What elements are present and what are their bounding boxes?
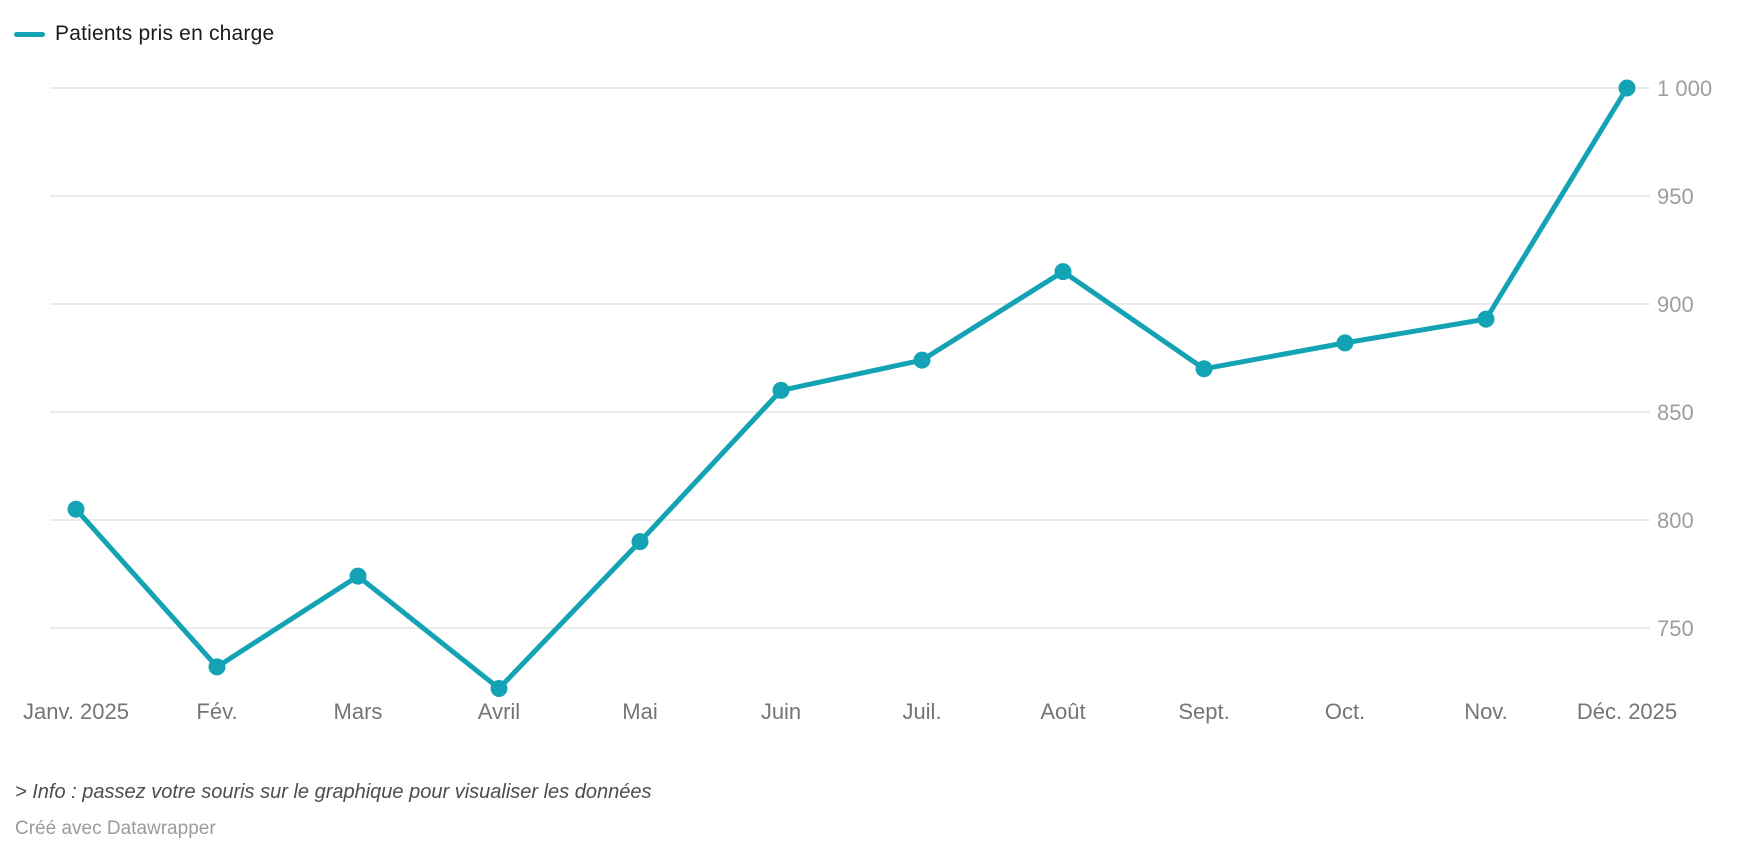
x-axis-tick-label: Déc. 2025 <box>1577 699 1677 724</box>
x-axis-tick-label: Avril <box>478 699 520 724</box>
data-point-mars[interactable] <box>349 567 367 585</box>
x-axis-tick-label: Mars <box>334 699 383 724</box>
y-axis-tick-label: 800 <box>1657 508 1694 533</box>
y-axis-tick-label: 750 <box>1657 616 1694 641</box>
data-point-déc2025[interactable] <box>1618 79 1636 97</box>
data-point-juil[interactable] <box>913 351 931 369</box>
hover-info-note: > Info : passez votre souris sur le grap… <box>15 781 652 803</box>
y-axis-tick-label: 850 <box>1657 400 1694 425</box>
x-axis-tick-label: Janv. 2025 <box>23 699 129 724</box>
x-axis-tick-label: Juil. <box>902 699 941 724</box>
x-axis-tick-label: Sept. <box>1178 699 1229 724</box>
datawrapper-credit: Créé avec Datawrapper <box>15 818 216 839</box>
data-point-janv2025[interactable] <box>67 500 85 518</box>
data-point-mai[interactable] <box>631 533 649 551</box>
data-point-juin[interactable] <box>772 381 790 399</box>
x-axis-tick-label: Mai <box>622 699 657 724</box>
y-axis-tick-label: 950 <box>1657 184 1694 209</box>
x-axis-tick-label: Juin <box>761 699 801 724</box>
x-axis-tick-label: Oct. <box>1325 699 1365 724</box>
data-point-fév[interactable] <box>208 658 226 676</box>
x-axis-tick-label: Août <box>1040 699 1085 724</box>
y-axis-tick-label: 900 <box>1657 292 1694 317</box>
data-point-avril[interactable] <box>490 679 508 697</box>
data-point-août[interactable] <box>1054 263 1072 281</box>
chart-footer: > Info : passez votre souris sur le grap… <box>15 781 651 840</box>
x-axis-tick-label: Nov. <box>1464 699 1508 724</box>
y-axis-tick-label: 1 000 <box>1657 76 1712 101</box>
data-point-oct[interactable] <box>1336 334 1354 352</box>
data-point-sept[interactable] <box>1195 360 1213 378</box>
data-line-patients[interactable] <box>73 85 1630 691</box>
data-point-nov[interactable] <box>1477 310 1495 328</box>
legend: Patients pris en charge <box>14 22 274 46</box>
x-axis-tick-label: Fév. <box>196 699 237 724</box>
legend-label: Patients pris en charge <box>55 22 275 45</box>
legend-line-icon <box>14 31 45 37</box>
